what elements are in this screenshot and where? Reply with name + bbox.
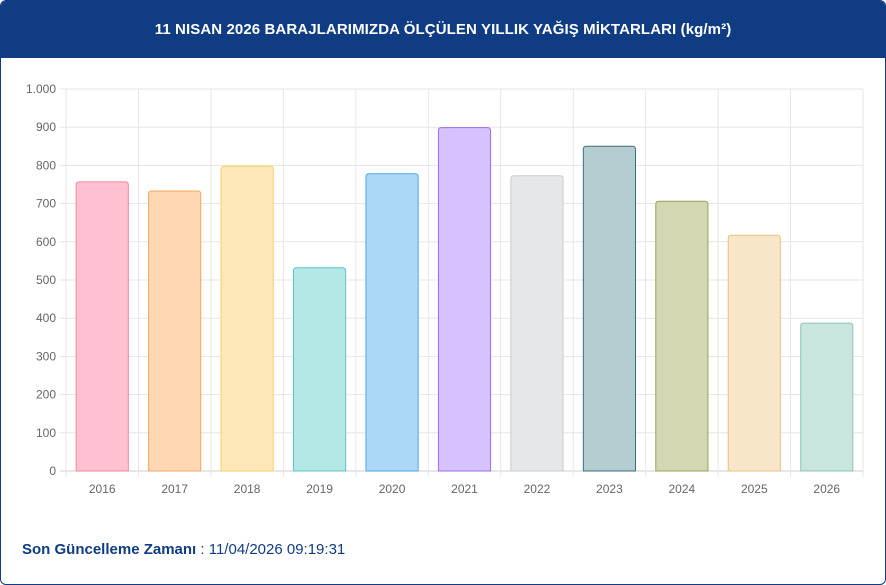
- bar-2024: [655, 200, 709, 472]
- y-tick-label: 800: [36, 158, 56, 172]
- bar-2025: [727, 234, 781, 472]
- x-tick-label: 2016: [89, 482, 116, 496]
- x-tick-label: 2026: [813, 482, 840, 496]
- last-updated-separator: :: [200, 541, 205, 558]
- bar-2021: [437, 127, 492, 472]
- y-tick-label: 400: [36, 311, 56, 325]
- bar-2016: [75, 181, 129, 472]
- bar-chart: 0 100 200 300 400 500 600 700 800 900 1.000 2016 201…: [26, 82, 864, 496]
- y-tick-label: 700: [36, 197, 56, 211]
- bar-2019: [293, 267, 347, 472]
- bar-2020: [365, 173, 419, 472]
- y-tick-label: 600: [36, 235, 56, 249]
- x-tick-label: 2024: [669, 482, 696, 496]
- x-tick-label: 2021: [451, 482, 478, 496]
- y-tick-label: 100: [36, 426, 56, 440]
- y-tick-label: 0: [49, 464, 56, 478]
- y-tick-label: 300: [36, 349, 56, 363]
- last-updated-value: 11/04/2026 09:19:31: [208, 541, 346, 558]
- last-updated-label: Son Güncelleme Zamanı: [22, 541, 197, 558]
- bar-2026: [800, 322, 854, 472]
- bar-2017: [148, 190, 202, 472]
- x-tick-label: 2017: [161, 482, 188, 496]
- x-tick-label: 2019: [306, 482, 333, 496]
- x-tick-label: 2023: [596, 482, 623, 496]
- bar-2023: [582, 145, 636, 472]
- bar-2022: [510, 175, 564, 472]
- y-tick-label: 1.000: [26, 82, 56, 96]
- y-tick-label: 500: [36, 273, 56, 287]
- last-updated: Son Güncelleme Zamanı : 11/04/2026 09:19…: [22, 541, 345, 558]
- y-tick-label: 200: [36, 388, 56, 402]
- bar-2018: [220, 165, 274, 472]
- chart-title: 11 NISAN 2026 BARAJLARIMIZDA ÖLÇÜLEN YIL…: [1, 1, 885, 58]
- y-tick-label: 900: [36, 120, 56, 134]
- x-tick-label: 2018: [234, 482, 261, 496]
- x-tick-label: 2022: [524, 482, 551, 496]
- x-tick-label: 2025: [741, 482, 768, 496]
- x-tick-label: 2020: [379, 482, 406, 496]
